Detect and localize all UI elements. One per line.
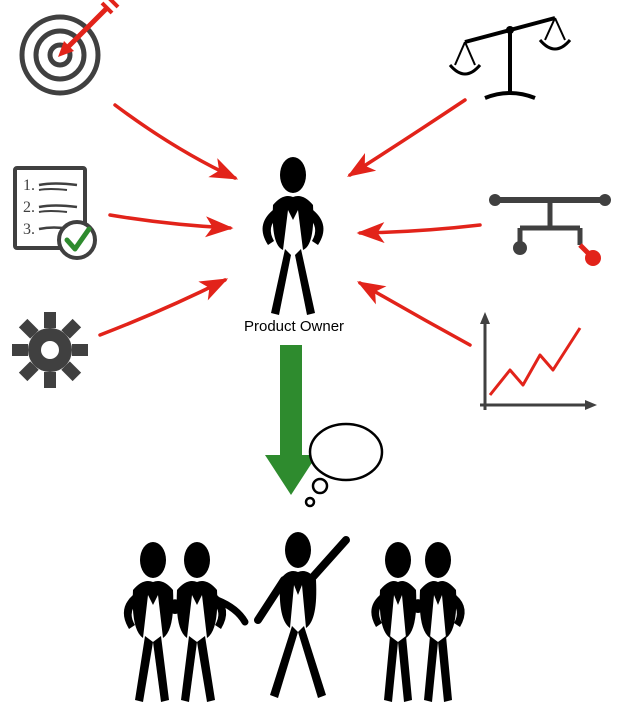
balance-scale-icon [450, 18, 570, 98]
team-center-figure [258, 532, 346, 698]
bubble-line2: WORK [326, 451, 368, 466]
bubble-line1: TEAM- [326, 437, 369, 452]
team-pair-right [371, 542, 464, 702]
svg-text:2.: 2. [23, 199, 35, 216]
checklist-icon: 1. 2. 3. [15, 168, 95, 258]
svg-text:1.: 1. [23, 177, 35, 194]
team-group [124, 532, 465, 702]
input-arrows [100, 100, 480, 345]
target-icon [22, 0, 118, 93]
growth-chart-icon [480, 312, 597, 410]
svg-text:3.: 3. [23, 221, 35, 238]
thought-bubble-text: TEAM- WORK [317, 438, 377, 466]
product-owner-label: Product Owner [244, 318, 344, 335]
org-chart-icon [489, 194, 611, 266]
diagram-svg: 1. 2. 3. [0, 0, 620, 725]
diagram-canvas: Product Owner TEAM- WORK 1. 2. 3. [0, 0, 620, 725]
team-pair-left [124, 542, 245, 702]
gear-icon [0, 296, 104, 403]
green-arrow [265, 345, 317, 495]
product-owner-figure [263, 157, 324, 315]
